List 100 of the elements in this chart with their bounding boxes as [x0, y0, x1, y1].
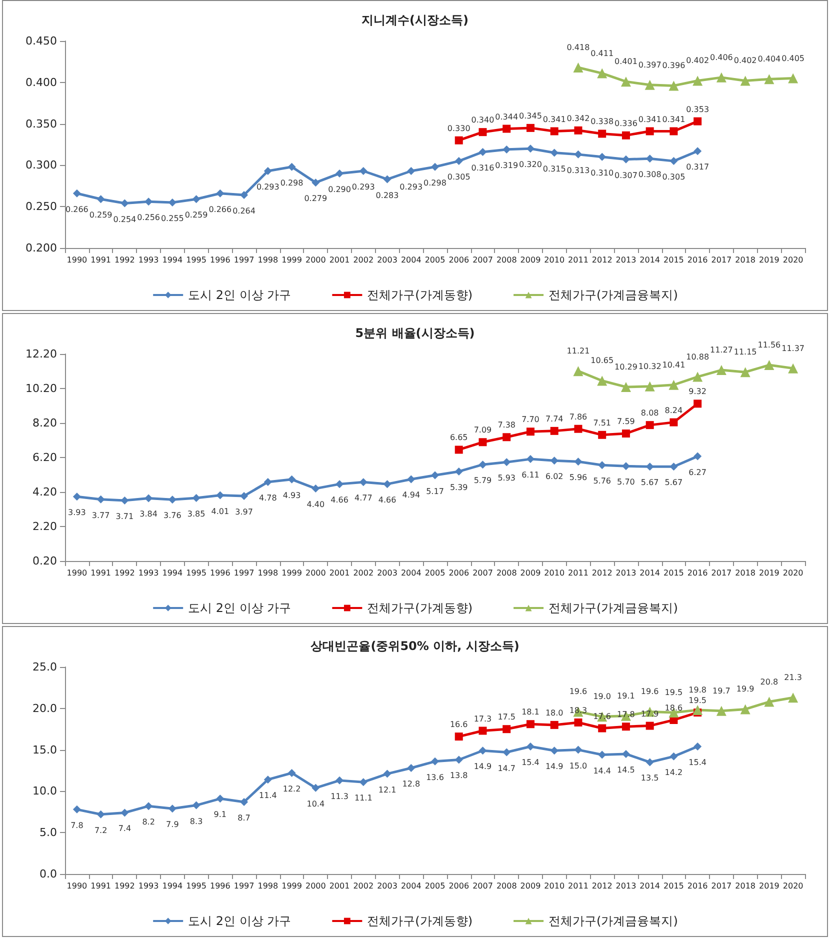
point — [694, 117, 702, 126]
data-label: 0.313 — [566, 166, 590, 175]
x-tick-label: 1999 — [282, 568, 302, 578]
data-label: 0.340 — [471, 116, 494, 125]
x-tick-label: 2012 — [592, 256, 612, 264]
data-label: 19.8 — [688, 686, 706, 695]
point — [120, 808, 129, 817]
x-tick-label: 2014 — [640, 256, 660, 264]
point — [240, 191, 248, 200]
data-label: 11.56 — [758, 340, 781, 350]
point — [383, 480, 392, 488]
x-tick-label: 2003 — [377, 568, 398, 578]
point — [216, 189, 224, 198]
data-label: 0.293 — [400, 182, 423, 192]
y-tick-label: 15.0 — [32, 743, 57, 756]
point — [407, 764, 416, 772]
x-tick-label: 2015 — [664, 256, 684, 264]
data-label: 0.254 — [113, 214, 136, 224]
point — [598, 152, 606, 161]
x-tick-label: 2008 — [496, 256, 517, 264]
point — [740, 367, 750, 378]
point — [72, 805, 81, 814]
point — [144, 494, 153, 502]
point — [574, 458, 582, 466]
point — [550, 148, 558, 157]
x-tick-label: 2000 — [305, 882, 326, 890]
point — [620, 382, 631, 392]
point — [764, 360, 774, 370]
point — [550, 456, 558, 465]
x-tick-label: 2008 — [496, 882, 517, 890]
data-label: 0.293 — [352, 182, 375, 192]
data-label: 15.4 — [522, 758, 540, 767]
point — [502, 458, 511, 466]
x-tick-label: 2020 — [782, 568, 804, 578]
x-tick-label: 2008 — [496, 568, 517, 578]
data-label: 8.7 — [238, 813, 250, 822]
data-label: 0.344 — [495, 112, 518, 122]
data-label: 0.255 — [160, 214, 184, 223]
point — [120, 496, 129, 504]
data-label: 0.341 — [662, 114, 686, 124]
x-tick-label: 2007 — [472, 568, 493, 578]
data-label: 7.4 — [118, 824, 132, 834]
data-label: 0.330 — [447, 124, 470, 133]
x-tick-label: 2020 — [782, 882, 804, 890]
data-label: 14.7 — [498, 764, 516, 773]
y-tick-label: 0.0 — [40, 868, 57, 880]
x-tick-label: 2003 — [377, 882, 398, 890]
data-label: 0.404 — [758, 54, 781, 64]
x-tick-label: 2014 — [640, 882, 660, 890]
y-tick-label: 0.20 — [32, 554, 57, 568]
data-label: 14.5 — [617, 765, 635, 774]
point — [622, 430, 630, 438]
x-tick-label: 1999 — [282, 882, 302, 890]
data-label: 17.5 — [498, 712, 516, 722]
data-label: 18.0 — [545, 708, 564, 718]
x-tick-label: 1998 — [258, 568, 278, 578]
x-tick-label: 2011 — [568, 256, 588, 264]
point — [264, 478, 272, 486]
data-label: 18.6 — [664, 703, 683, 712]
data-label: 5.93 — [498, 474, 516, 483]
x-tick-label: 1999 — [282, 256, 302, 264]
point — [407, 475, 416, 484]
data-label: 0.259 — [89, 210, 112, 220]
point — [740, 704, 750, 714]
legend-label: 도시 2인 이상 가구 — [188, 601, 292, 615]
y-tick-label: 0.350 — [26, 117, 57, 130]
point — [192, 801, 200, 810]
point — [574, 126, 582, 134]
x-tick-label: 2010 — [544, 568, 565, 578]
point — [478, 148, 487, 156]
point — [764, 74, 774, 84]
x-tick-label: 2005 — [424, 256, 446, 264]
data-label: 4.77 — [354, 494, 372, 503]
data-label: 15.4 — [688, 758, 706, 767]
data-label: 19.7 — [712, 686, 730, 696]
x-tick-label: 2017 — [711, 568, 732, 578]
x-tick-label: 2018 — [735, 568, 756, 578]
point — [574, 424, 582, 433]
x-tick-label: 2006 — [448, 256, 470, 264]
point — [646, 421, 654, 430]
y-tick-label: 0.200 — [26, 242, 57, 254]
data-label: 14.9 — [545, 762, 564, 772]
data-label: 14.4 — [593, 766, 612, 776]
data-label: 0.345 — [519, 111, 542, 120]
x-tick-label: 1994 — [162, 568, 183, 578]
x-tick-label: 2019 — [759, 568, 780, 578]
data-label: 6.11 — [522, 470, 540, 480]
x-tick-label: 2000 — [305, 568, 326, 578]
point — [478, 460, 487, 469]
x-tick-label: 2015 — [664, 568, 684, 578]
data-label: 4.93 — [282, 490, 301, 500]
data-label: 3.77 — [92, 510, 110, 520]
y-tick-label: 5.0 — [40, 826, 57, 840]
point — [550, 127, 558, 136]
y-tick-label: 0.450 — [26, 34, 57, 48]
data-label: 11.21 — [566, 346, 590, 356]
point — [431, 757, 439, 766]
data-label: 11.3 — [330, 792, 348, 801]
y-tick-label: 4.20 — [32, 486, 57, 498]
point — [502, 748, 511, 756]
